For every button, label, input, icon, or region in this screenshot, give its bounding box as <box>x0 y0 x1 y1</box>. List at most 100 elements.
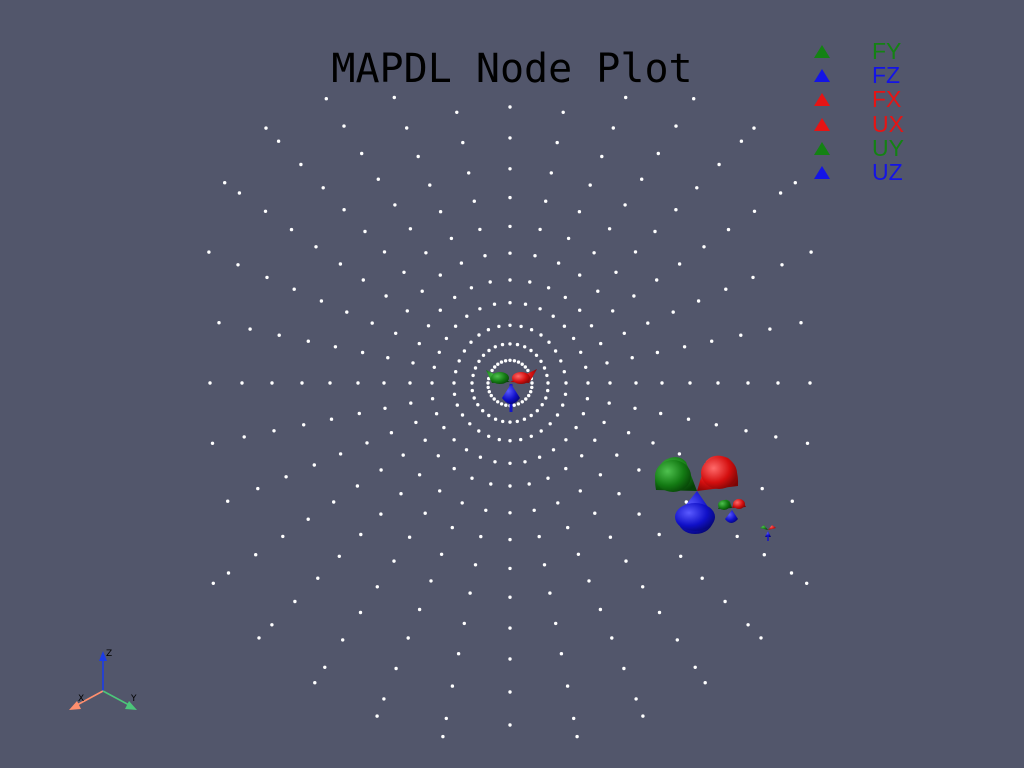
node-point <box>499 360 504 364</box>
node-point <box>484 508 488 512</box>
node-point <box>671 310 675 314</box>
node-point <box>554 621 558 626</box>
node-point <box>263 209 268 213</box>
node-point <box>323 665 327 669</box>
node-point <box>450 684 455 688</box>
node-point <box>539 359 543 363</box>
node-point <box>223 181 227 185</box>
node-point <box>547 340 551 344</box>
node-point <box>600 154 604 159</box>
node-point <box>488 280 492 284</box>
node-point <box>508 278 512 282</box>
node-point <box>470 476 474 480</box>
node-point <box>358 610 363 615</box>
large-fz-cone-base <box>675 503 715 531</box>
node-point <box>434 412 439 416</box>
node-point <box>338 262 343 266</box>
node-point <box>520 362 524 366</box>
node-point <box>508 342 512 346</box>
medium-fy-cone-base <box>718 500 730 510</box>
node-point <box>467 171 471 175</box>
node-point <box>559 652 564 656</box>
node-point <box>562 370 566 374</box>
node-point <box>337 554 341 558</box>
node-point <box>538 227 542 232</box>
node-point <box>530 381 534 385</box>
node-point <box>417 607 422 612</box>
node-point <box>405 309 409 313</box>
node-point <box>556 261 561 265</box>
node-point <box>529 390 533 394</box>
node-point <box>379 468 383 472</box>
legend-item-uy: UY <box>808 134 928 161</box>
node-point <box>540 403 544 407</box>
node-point <box>524 397 528 401</box>
node-point <box>321 186 325 190</box>
node-point <box>459 261 464 265</box>
node-point <box>602 420 606 425</box>
node-point <box>481 353 486 357</box>
node-point <box>607 401 611 405</box>
node-point <box>688 381 692 385</box>
node-point <box>632 294 636 298</box>
triangle-marker-icon <box>814 45 830 58</box>
node-point <box>316 576 320 580</box>
legend-label: UY <box>872 134 904 161</box>
node-point <box>563 295 567 300</box>
node-point <box>695 186 699 190</box>
node-point <box>417 341 421 346</box>
node-point <box>692 97 696 101</box>
node-point <box>464 448 469 452</box>
node-point <box>656 151 660 156</box>
node-point <box>492 397 496 401</box>
node-point <box>477 333 481 337</box>
node-point <box>226 499 230 503</box>
node-point <box>508 626 512 630</box>
node-point <box>341 638 345 642</box>
node-point <box>615 453 619 457</box>
node-point <box>548 422 552 426</box>
node-point <box>256 486 260 491</box>
node-point <box>593 438 597 442</box>
node-point <box>622 331 626 335</box>
node-point <box>399 492 403 496</box>
node-point <box>546 476 550 480</box>
node-point <box>472 396 476 400</box>
node-point <box>523 302 528 306</box>
medium-fx-cone-base <box>733 499 745 509</box>
node-point <box>526 368 530 373</box>
node-point <box>472 199 476 203</box>
node-point <box>496 400 500 404</box>
node-point <box>277 333 281 337</box>
node-point <box>486 381 490 385</box>
small-fz-cone <box>765 531 771 537</box>
node-point <box>532 508 536 512</box>
node-point <box>555 413 560 417</box>
node-point <box>516 360 521 364</box>
node-point <box>640 177 644 181</box>
node-point <box>401 453 405 457</box>
node-point <box>611 309 615 313</box>
node-point <box>487 348 491 353</box>
node-point <box>714 423 718 427</box>
node-point <box>523 345 527 349</box>
node-point <box>441 734 445 739</box>
node-point <box>370 321 374 325</box>
node-point <box>624 95 628 100</box>
node-point <box>762 553 766 557</box>
node-point <box>614 270 618 274</box>
node-point <box>655 350 660 355</box>
node-point <box>809 250 813 254</box>
node-point <box>527 482 531 486</box>
y-axis-arrow <box>125 701 137 710</box>
node-point <box>473 563 478 567</box>
node-point <box>469 340 473 344</box>
node-point <box>622 666 626 671</box>
node-point <box>460 501 464 505</box>
node-point <box>497 324 501 329</box>
node-point <box>257 636 261 640</box>
node-point <box>549 171 553 175</box>
node-point <box>477 359 481 363</box>
node-point <box>539 429 543 433</box>
